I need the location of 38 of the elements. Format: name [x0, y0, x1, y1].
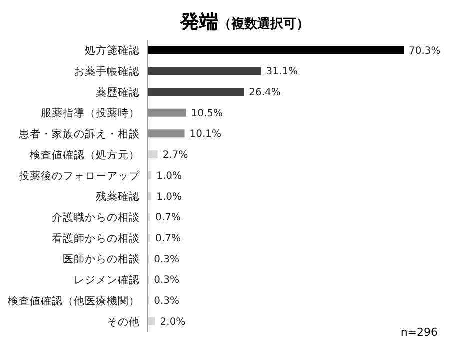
data-label: 0.3%: [154, 296, 180, 308]
data-label: 31.1%: [266, 66, 298, 78]
y-tick-label: 患者・家族の訴え・相談: [18, 128, 140, 141]
data-label: 1.0%: [156, 170, 182, 182]
bar: [148, 317, 156, 326]
data-label: 1.0%: [156, 192, 182, 203]
y-tick-label: その他: [107, 316, 140, 328]
data-label: 26.4%: [249, 88, 281, 99]
data-label: 2.7%: [162, 150, 188, 162]
y-tick-label: 検査値確認（処方元）: [30, 148, 140, 162]
y-tick-label: 投薬後のフォローアップ: [18, 169, 141, 182]
bar: [148, 88, 244, 96]
y-tick-label: 処方箋確認: [85, 44, 140, 58]
bar: [148, 67, 262, 76]
y-tick-label: レジメン確認: [74, 274, 140, 287]
data-label: 10.1%: [190, 129, 222, 140]
y-tick-label: 検査値確認（他医療機関）: [8, 294, 140, 308]
annotation: n=296: [400, 326, 438, 339]
data-label: 0.7%: [156, 234, 181, 245]
y-tick-label: 医師からの相談: [63, 252, 140, 266]
y-tick-label: 服薬指導（投薬時）: [41, 106, 140, 120]
chart-subtitle: （複数選択可）: [218, 17, 310, 32]
bar: [148, 130, 185, 138]
y-tick-label: お薬手帳確認: [74, 65, 140, 78]
chart-title: 発端: [180, 11, 218, 33]
data-label: 10.5%: [191, 108, 224, 120]
y-tick-label: 残薬確認: [96, 190, 140, 204]
bar: [148, 46, 404, 54]
y-tick-label: 看護師からの相談: [52, 232, 140, 245]
bar: [148, 150, 158, 159]
data-label: 2.0%: [160, 316, 186, 328]
y-tick-label: 介護職からの相談: [52, 211, 140, 224]
bar: [148, 108, 186, 117]
data-label: 0.7%: [156, 212, 181, 224]
data-label: 0.3%: [154, 254, 180, 266]
data-label: 70.3%: [409, 46, 441, 57]
data-label: 0.3%: [154, 275, 180, 286]
y-tick-label: 薬歴確認: [96, 86, 140, 99]
